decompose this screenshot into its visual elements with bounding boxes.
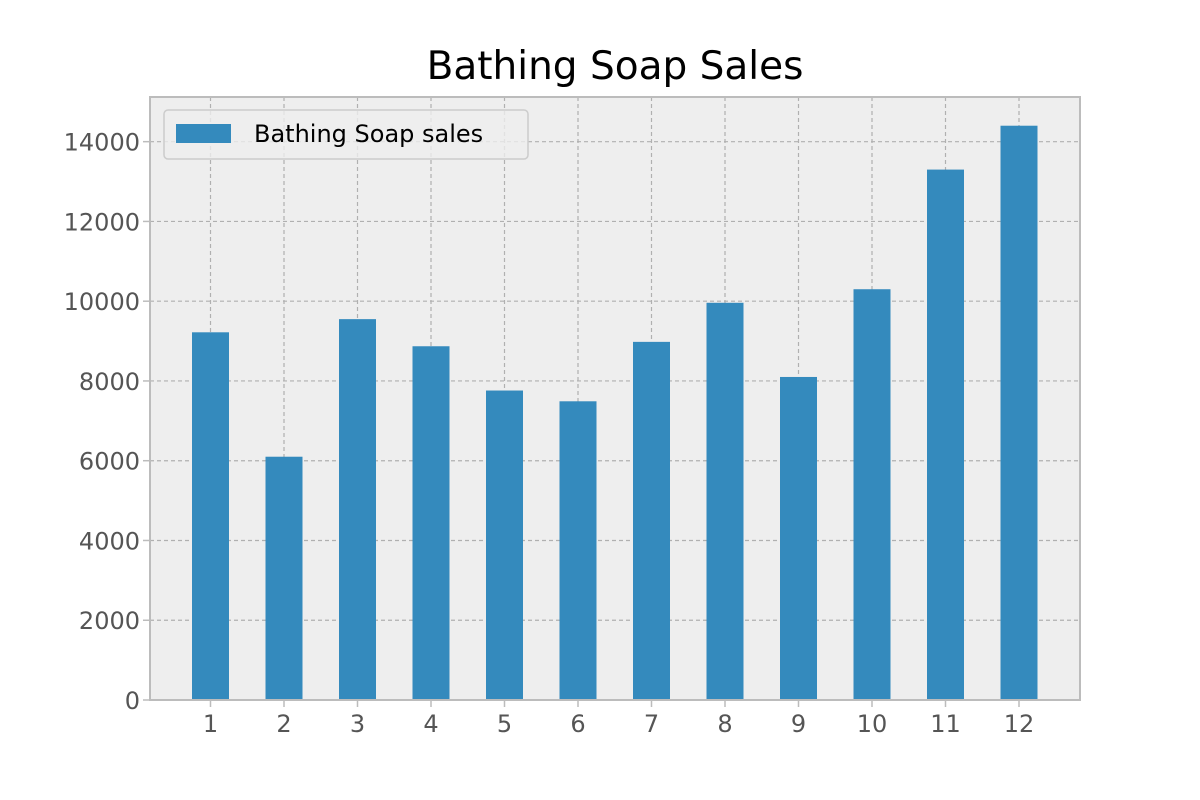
y-axis-ticks: 0 2000 4000 6000 8000 10000 12000 14000	[64, 129, 150, 715]
y-tick-label: 10000	[64, 288, 140, 316]
x-tick-label: 4	[423, 710, 438, 738]
x-tick-label: 11	[930, 710, 961, 738]
chart-title: Bathing Soap Sales	[427, 44, 804, 89]
y-tick-label: 4000	[79, 527, 140, 555]
y-tick-label: 8000	[79, 368, 140, 396]
y-tick-label: 6000	[79, 448, 140, 476]
x-tick-label: 7	[644, 710, 659, 738]
x-tick-label: 8	[717, 710, 732, 738]
y-tick-label: 12000	[64, 208, 140, 236]
bar	[339, 319, 376, 700]
plot-border	[149, 96, 1081, 701]
bar	[927, 169, 964, 701]
bar	[486, 390, 523, 700]
x-tick-label: 3	[350, 710, 365, 738]
bar	[559, 401, 597, 700]
plot-area	[150, 97, 1080, 700]
x-tick-label: 5	[497, 710, 512, 738]
y-tick-label: 0	[125, 687, 140, 715]
legend-label: Bathing Soap sales	[254, 120, 483, 148]
x-tick-label: 10	[857, 710, 888, 738]
x-tick-label: 6	[570, 710, 585, 738]
x-tick-label: 2	[276, 710, 291, 738]
bar	[853, 289, 891, 700]
bar	[706, 302, 744, 700]
bar	[633, 341, 670, 700]
x-tick-label: 1	[203, 710, 218, 738]
y-tick-label: 14000	[64, 129, 140, 157]
bar	[780, 376, 817, 700]
bar	[412, 346, 450, 700]
bars-group	[192, 125, 1038, 701]
legend-swatch	[176, 124, 231, 143]
bar	[192, 332, 229, 700]
y-tick-label: 2000	[79, 607, 140, 635]
legend-box	[163, 109, 529, 160]
legend: Bathing Soap sales	[163, 109, 529, 160]
x-tick-label: 12	[1004, 710, 1035, 738]
bar	[265, 456, 303, 700]
bar	[1000, 125, 1038, 700]
x-axis-ticks: 1 2 3 4 5 6 7 8 9 10 11 12	[203, 700, 1034, 738]
x-tick-label: 9	[791, 710, 806, 738]
